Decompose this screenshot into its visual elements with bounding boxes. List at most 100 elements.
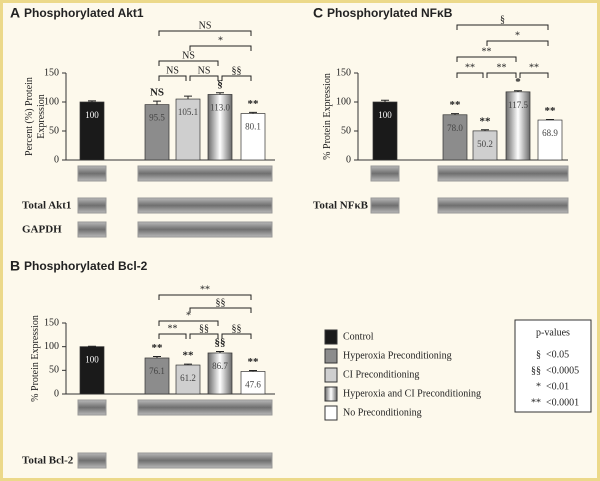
bar	[207, 94, 233, 161]
comparison-bracket	[158, 30, 252, 36]
comparison-label: §§	[232, 65, 242, 76]
comparison-bracket	[221, 333, 252, 339]
comparison-label: **	[497, 62, 507, 73]
y-tick-label: 150	[44, 67, 59, 78]
blot-label: Total Akt1	[22, 200, 71, 212]
value-label: 100	[85, 355, 99, 365]
significance-mark: **	[248, 98, 260, 110]
significance-mark: **	[248, 356, 260, 368]
y-tick-label: 0	[54, 154, 59, 165]
value-label: 100	[378, 110, 392, 120]
value-label: 95.5	[149, 113, 165, 123]
pvalue-box	[514, 319, 592, 413]
comparison-bracket	[158, 333, 187, 339]
blot-label: Total NFκB	[313, 200, 369, 212]
comparison-label: **	[482, 46, 492, 57]
bar	[207, 352, 233, 395]
y-axis-label-line: % Protein Expression	[322, 73, 333, 160]
blot	[137, 221, 273, 238]
bar	[472, 130, 498, 161]
blot-label: Total Bcl-2	[22, 455, 74, 467]
comparison-label: NS	[182, 50, 195, 61]
y-tick-label: 0	[346, 154, 351, 165]
comparison-label: NS	[198, 65, 211, 76]
error-bar	[88, 100, 96, 102]
comparison-bracket	[189, 45, 252, 51]
value-label: 86.7	[212, 361, 228, 371]
pvalue-label: <0.01	[546, 381, 569, 392]
error-bar	[249, 111, 257, 114]
legend-swatch	[324, 405, 338, 421]
error-bar	[481, 129, 489, 131]
significance-mark: *	[515, 76, 521, 88]
bar	[442, 114, 468, 161]
y-tick-label: 150	[336, 67, 351, 78]
legend-label: CI Preconditioning	[343, 369, 419, 380]
legend-label: No Preconditioning	[343, 407, 422, 418]
y-tick-label: 100	[336, 96, 351, 107]
comparison-label: **	[168, 323, 178, 334]
y-tick-label: 0	[54, 388, 59, 399]
y-tick-label: 50	[49, 365, 59, 376]
comparison-bracket	[158, 75, 187, 81]
y-tick-label: 50	[49, 125, 59, 136]
value-label: 113.0	[210, 103, 230, 113]
pvalue-symbol: §§	[531, 365, 541, 376]
bar	[175, 364, 201, 395]
bar	[505, 91, 531, 161]
y-axis-label: % Protein Expression	[30, 315, 41, 402]
blot	[77, 452, 107, 469]
error-bar	[381, 99, 389, 102]
bar	[175, 98, 201, 161]
comparison-bracket	[486, 72, 517, 78]
error-bar	[184, 363, 192, 366]
comparison-label: NS	[166, 65, 179, 76]
blot	[77, 399, 107, 416]
blot	[137, 165, 273, 182]
legend-swatch	[324, 367, 338, 383]
comparison-bracket	[486, 40, 549, 46]
error-bar	[216, 92, 224, 95]
pvalue-label: <0.05	[546, 349, 569, 360]
legend-label: Hyperoxia Preconditioning	[343, 350, 452, 361]
error-bar	[153, 100, 161, 105]
comparison-bracket	[189, 75, 219, 81]
value-label: 76.1	[149, 366, 165, 376]
value-label: 117.5	[508, 100, 528, 110]
value-label: 80.1	[245, 122, 261, 132]
y-tick-label: 100	[44, 96, 59, 107]
legend-label: Hyperoxia and CI Preconditioning	[343, 388, 481, 399]
value-label: 47.6	[245, 380, 261, 390]
error-bar	[153, 356, 161, 358]
comparison-bracket	[221, 75, 252, 81]
value-label: 68.9	[542, 128, 558, 138]
value-label: 50.2	[477, 139, 493, 149]
pvalue-label: <0.0005	[546, 365, 579, 376]
panel-letter: B	[10, 258, 20, 274]
comparison-label: *	[186, 310, 191, 321]
blot	[77, 221, 107, 238]
comparison-bracket	[158, 60, 219, 66]
significance-mark: **	[450, 99, 462, 111]
comparison-label: *	[218, 35, 223, 46]
legend-label: Control	[343, 331, 374, 342]
chart-title: Phosphorylated Akt1	[24, 6, 144, 20]
value-label: 105.1	[178, 107, 198, 117]
comparison-bracket	[158, 294, 252, 300]
bar	[372, 101, 398, 161]
blot	[370, 197, 400, 214]
comparison-bracket	[189, 333, 219, 339]
value-label: 78.0	[447, 123, 463, 133]
blot	[137, 197, 273, 214]
error-bar	[451, 113, 459, 115]
blot	[370, 165, 400, 182]
error-bar	[546, 118, 554, 121]
significance-mark: **	[152, 342, 164, 354]
bar	[537, 119, 563, 161]
error-bar	[514, 90, 522, 92]
blot	[137, 399, 273, 416]
comparison-label: §§	[199, 323, 209, 334]
panel-letter: C	[313, 5, 323, 21]
y-axis-label: % Protein Expression	[322, 73, 333, 160]
chart-title: Phosphorylated NFκB	[327, 6, 453, 20]
